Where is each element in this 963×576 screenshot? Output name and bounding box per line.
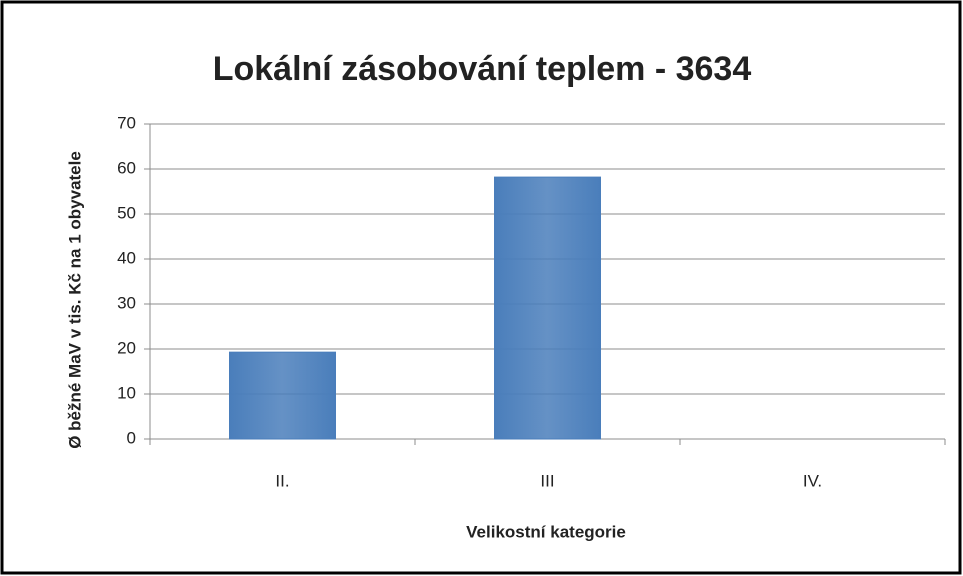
chart-title: Lokální zásobování teplem - 3634 bbox=[213, 50, 752, 88]
bar bbox=[494, 176, 601, 440]
y-tick-label: 70 bbox=[117, 113, 136, 132]
bar bbox=[229, 351, 336, 440]
x-axis-label: Velikostní kategorie bbox=[466, 522, 626, 541]
x-tick-label: III bbox=[540, 471, 554, 490]
y-tick-label: 40 bbox=[117, 248, 136, 267]
x-tick-label: II. bbox=[275, 471, 289, 490]
y-tick-label: 20 bbox=[117, 338, 136, 357]
y-axis-label: Ø běžné MaV v tis. Kč na 1 obyvatele bbox=[65, 151, 84, 449]
y-tick-label: 0 bbox=[127, 428, 136, 447]
x-tick-label: IV. bbox=[803, 471, 822, 490]
y-tick-label: 10 bbox=[117, 383, 136, 402]
y-tick-label: 30 bbox=[117, 293, 136, 312]
y-tick-label: 50 bbox=[117, 203, 136, 222]
y-tick-label: 60 bbox=[117, 158, 136, 177]
